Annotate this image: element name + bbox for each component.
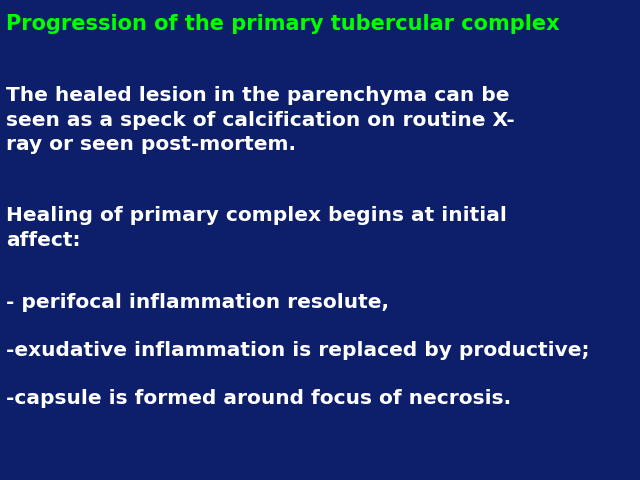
Text: Healing of primary complex begins at initial
affect:: Healing of primary complex begins at ini… [6,206,508,250]
Text: -capsule is formed around focus of necrosis.: -capsule is formed around focus of necro… [6,389,511,408]
Text: The healed lesion in the parenchyma can be
seen as a speck of calcification on r: The healed lesion in the parenchyma can … [6,86,515,154]
Text: - perifocal inflammation resolute,: - perifocal inflammation resolute, [6,293,389,312]
Text: -exudative inflammation is replaced by productive;: -exudative inflammation is replaced by p… [6,341,590,360]
Text: Progression of the primary tubercular complex: Progression of the primary tubercular co… [6,14,560,35]
